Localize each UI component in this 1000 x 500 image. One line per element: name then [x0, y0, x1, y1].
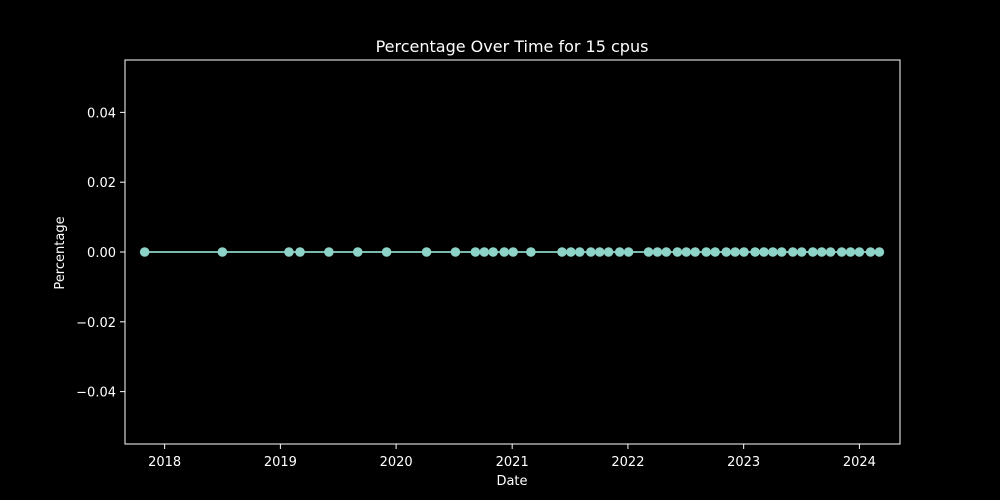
- y-tick-label: 0.04: [87, 106, 116, 121]
- data-point: [854, 247, 865, 257]
- data-point: [836, 247, 847, 257]
- data-point: [701, 247, 712, 257]
- data-point: [614, 247, 625, 257]
- data-point: [139, 247, 150, 257]
- x-tick-label: 2022: [611, 455, 644, 470]
- data-point: [690, 247, 700, 257]
- chart-title: Percentage Over Time for 15 cpus: [376, 37, 649, 56]
- data-point: [730, 247, 740, 257]
- data-point: [750, 247, 760, 257]
- data-point: [672, 247, 683, 257]
- data-point: [768, 247, 778, 257]
- data-point: [295, 247, 305, 257]
- data-point: [796, 247, 807, 257]
- data-point: [816, 247, 827, 257]
- data-point: [217, 247, 228, 257]
- data-point: [284, 247, 294, 257]
- data-point: [381, 247, 392, 257]
- x-tick-label: 2023: [727, 455, 760, 470]
- data-point: [470, 247, 481, 257]
- y-axis: −0.04 −0.02 0.00 0.02 0.04: [76, 106, 125, 401]
- data-point: [865, 247, 876, 257]
- data-point: [603, 247, 614, 257]
- y-axis-label: Percentage: [53, 216, 68, 289]
- data-point: [594, 247, 605, 257]
- data-point: [759, 247, 769, 257]
- data-point: [526, 247, 536, 257]
- data-point: [488, 247, 498, 257]
- data-point: [508, 247, 518, 257]
- data-point: [874, 247, 885, 257]
- plot-area: [139, 247, 885, 257]
- data-point: [825, 247, 836, 257]
- x-axis-label: Date: [496, 474, 527, 489]
- data-point: [739, 247, 749, 257]
- x-tick-label: 2020: [380, 455, 413, 470]
- x-tick-label: 2021: [496, 455, 529, 470]
- y-tick-label: −0.02: [76, 316, 116, 331]
- y-tick-label: −0.04: [76, 386, 116, 401]
- y-tick-label: 0.02: [87, 176, 116, 191]
- data-point: [574, 247, 585, 257]
- x-axis: 2018 2019 2020 2021 2022 2023 2024: [148, 444, 876, 470]
- data-point: [808, 247, 818, 257]
- data-point: [623, 247, 634, 257]
- data-point: [643, 247, 654, 257]
- x-tick-label: 2024: [843, 455, 876, 470]
- y-tick-label: 0.00: [87, 246, 116, 261]
- data-point: [421, 247, 432, 257]
- data-point: [710, 247, 720, 257]
- data-point: [845, 247, 856, 257]
- data-point: [776, 247, 787, 257]
- data-point: [652, 247, 663, 257]
- data-point: [586, 247, 596, 257]
- data-point: [479, 247, 490, 257]
- data-point: [499, 247, 510, 257]
- data-point: [721, 247, 732, 257]
- data-point: [661, 247, 672, 257]
- data-point: [681, 247, 692, 257]
- data-point: [450, 247, 461, 257]
- data-point: [557, 247, 567, 257]
- data-point: [566, 247, 576, 257]
- x-tick-label: 2018: [148, 455, 181, 470]
- x-tick-label: 2019: [264, 455, 297, 470]
- data-point: [324, 247, 334, 257]
- data-point: [352, 247, 363, 257]
- data-point: [788, 247, 798, 257]
